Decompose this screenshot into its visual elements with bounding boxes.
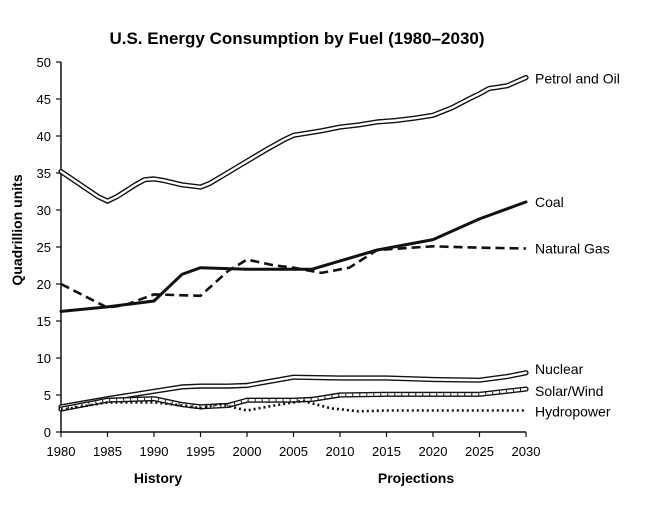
series-line-coal <box>59 200 528 313</box>
x-tick-label: 1995 <box>186 444 215 459</box>
y-tick-label: 5 <box>44 388 51 403</box>
x-tick-label: 1980 <box>47 444 76 459</box>
legend-label-coal: Coal <box>535 194 564 210</box>
x-tick-label: 2000 <box>233 444 262 459</box>
x-tick-label: 2025 <box>465 444 494 459</box>
x-tick-label: 2020 <box>419 444 448 459</box>
series-line-nuclear-inner <box>59 371 528 408</box>
y-tick-label: 30 <box>37 203 51 218</box>
x-tick-label: 1985 <box>93 444 122 459</box>
y-tick-label: 15 <box>37 314 51 329</box>
y-tick-label: 0 <box>44 425 51 440</box>
ticks-layer: 1980 1985 1990 1995 2000 2005 2010 2015 2020 2025… <box>37 55 541 459</box>
series-line-petrol-and-oil-inner <box>59 76 528 203</box>
series-line-solar-wind-hatch <box>60 387 527 411</box>
series-line-petrol-and-oil <box>58 74 529 204</box>
y-tick-label: 25 <box>37 240 51 255</box>
x-tick-label: 2030 <box>512 444 541 459</box>
projections-label: Projections <box>378 470 454 486</box>
x-tick-label: 2005 <box>279 444 308 459</box>
legend-label-hydropower: Hydropower <box>535 404 611 420</box>
x-tick-label: 2015 <box>372 444 401 459</box>
legend-label-solar-wind: Solar/Wind <box>535 383 603 399</box>
series-line-natural-gas <box>60 245 527 310</box>
series-line-hydropower <box>60 399 526 413</box>
chart-title: U.S. Energy Consumption by Fuel (1980–20… <box>109 29 484 48</box>
y-tick-label: 50 <box>37 55 51 70</box>
series-layer <box>58 74 529 413</box>
x-tick-label: 2010 <box>326 444 355 459</box>
y-tick-label: 40 <box>37 129 51 144</box>
legend-label-natural-gas: Natural Gas <box>535 240 610 256</box>
history-label: History <box>134 470 182 486</box>
y-tick-label: 10 <box>37 351 51 366</box>
y-axis-label: Quadrillion units <box>9 174 25 285</box>
x-tick-label: 1990 <box>140 444 169 459</box>
y-tick-label: 45 <box>37 92 51 107</box>
legend-layer: Petrol and Oil Coal Natural Gas Nuclear Sola… <box>535 71 620 420</box>
legend-label-nuclear: Nuclear <box>535 361 584 377</box>
y-tick-label: 20 <box>37 277 51 292</box>
legend-label-petrol-and-oil: Petrol and Oil <box>535 71 620 87</box>
y-tick-label: 35 <box>37 166 51 181</box>
